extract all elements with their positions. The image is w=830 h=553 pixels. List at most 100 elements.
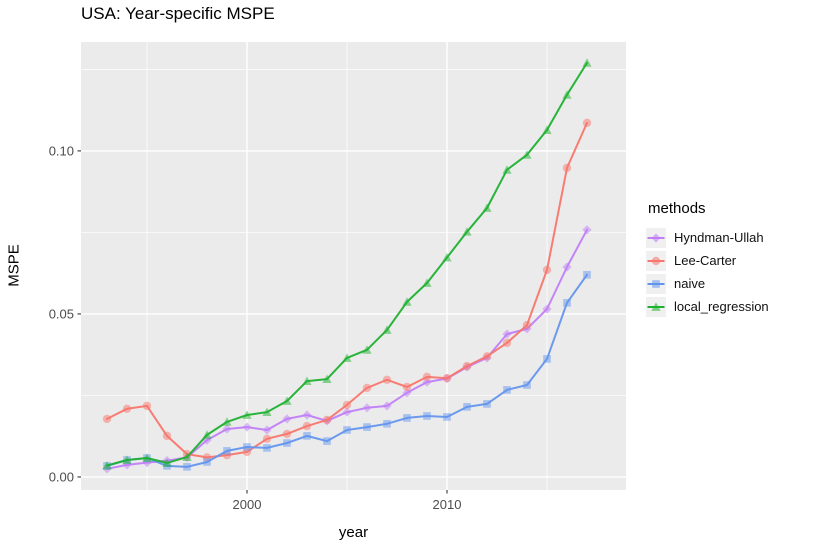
- legend-entry-local-regression: local_regression: [646, 295, 769, 318]
- series-lee-carter-marker-circle: [122, 404, 132, 414]
- series-naive-marker-square: [503, 386, 511, 394]
- series-local-regression-marker-triangle: [102, 460, 112, 470]
- x-tick-label: 2000: [233, 497, 262, 512]
- series-local-regression-marker-triangle: [302, 376, 312, 386]
- series-local-regression-marker-triangle: [502, 165, 512, 174]
- series-lee-carter-marker-circle: [302, 421, 312, 431]
- legend-key-local-regression: [646, 296, 666, 317]
- series-hyndman-ullah-marker-diamond: [582, 225, 592, 235]
- series-naive-marker-square: [443, 413, 451, 421]
- series-hyndman-ullah-marker-diamond: [242, 422, 252, 432]
- legend-title: methods: [648, 200, 706, 217]
- legend-key-marker-diamond-icon: [651, 232, 661, 243]
- series-naive-marker-square: [343, 426, 351, 434]
- series-hyndman-ullah-marker-diamond: [402, 388, 412, 398]
- series-local-regression-marker-triangle: [362, 345, 372, 354]
- series-local-regression-marker-triangle: [342, 353, 352, 362]
- series-lee-carter-marker-circle: [322, 415, 332, 425]
- legend-entry-hyndman-ullah: Hyndman-Ullah: [646, 226, 769, 249]
- series-hyndman-ullah-marker-diamond: [362, 403, 372, 413]
- series-hyndman-ullah-marker-diamond: [302, 410, 312, 420]
- series-hyndman-ullah-marker-diamond: [342, 407, 352, 417]
- series-lee-carter-marker-circle: [162, 431, 172, 441]
- series-lee-carter-marker-circle: [382, 375, 392, 384]
- series-lee-carter-marker-circle: [402, 382, 412, 392]
- series-local-regression-marker-triangle: [542, 125, 552, 134]
- legend-entry-naive: naive: [646, 272, 769, 295]
- series-local-regression-marker-triangle: [522, 150, 532, 159]
- y-tick-label: 0.05: [49, 306, 74, 321]
- series-local-regression-marker-triangle: [202, 430, 212, 439]
- series-naive-marker-square: [203, 458, 211, 466]
- series-local-regression-marker-triangle: [222, 417, 232, 426]
- series-local-regression-marker-triangle: [242, 410, 252, 419]
- series-naive-marker-square: [283, 439, 291, 447]
- series-local-regression-marker-triangle: [282, 396, 292, 405]
- series-local-regression-marker-triangle: [322, 374, 332, 384]
- legend-label-hyndman-ullah: Hyndman-Ullah: [674, 230, 764, 245]
- series-naive-marker-square: [563, 299, 571, 307]
- series-lee-carter-marker-circle: [262, 434, 272, 444]
- series-lee-carter-marker-circle: [462, 361, 472, 371]
- series-naive-marker-square: [303, 432, 311, 440]
- series-local-regression-marker-triangle: [582, 58, 592, 67]
- legend-key-naive: [646, 273, 666, 294]
- legend-key-lee-carter: [646, 250, 666, 271]
- series-hyndman-ullah-marker-diamond: [262, 425, 272, 435]
- series-naive-marker-square: [403, 414, 411, 422]
- series-hyndman-ullah-marker-diamond: [542, 304, 552, 314]
- series-naive-marker-square: [583, 271, 591, 279]
- series-local-regression-marker-triangle: [142, 453, 152, 462]
- legend-entry-lee-carter: Lee-Carter: [646, 249, 769, 272]
- series-naive-marker-square: [543, 355, 551, 363]
- chart-title: USA: Year-specific MSPE: [81, 4, 275, 23]
- series-lee-carter-marker-circle: [422, 372, 432, 382]
- legend-key-marker-circle-icon: [651, 256, 661, 265]
- series-local-regression-marker-triangle: [422, 278, 432, 287]
- series-naive-marker-square: [243, 443, 251, 451]
- series-lee-carter-marker-circle: [502, 338, 512, 348]
- series-lee-carter-marker-circle: [522, 320, 532, 330]
- y-tick-label: 0.10: [49, 143, 74, 158]
- series-local-regression-marker-triangle: [442, 252, 452, 262]
- series-lee-carter-marker-circle: [102, 414, 112, 424]
- series-local-regression-marker-triangle: [122, 455, 132, 464]
- series-naive-marker-square: [463, 403, 471, 411]
- x-axis-title: year: [338, 524, 369, 541]
- series-local-regression-marker-triangle: [182, 452, 192, 461]
- series-naive-marker-square: [483, 400, 491, 408]
- series-lee-carter-marker-circle: [582, 118, 592, 128]
- series-naive-marker-square: [323, 437, 331, 445]
- legend-label-lee-carter: Lee-Carter: [674, 253, 737, 268]
- x-tick-label: 2010: [433, 497, 462, 512]
- series-hyndman-ullah-marker-diamond: [142, 458, 152, 468]
- series-local-regression-marker-triangle: [482, 203, 492, 212]
- series-lee-carter-marker-circle: [562, 163, 572, 173]
- legend-key-hyndman-ullah: [646, 227, 666, 248]
- series-lee-carter-marker-circle: [282, 429, 292, 439]
- legend-key-marker-square-icon: [652, 279, 660, 288]
- legend-key-glyph-triangle-icon: [647, 301, 665, 311]
- legend-label-naive: naive: [674, 276, 706, 291]
- series-lee-carter-marker-circle: [362, 383, 372, 393]
- legend-key-marker-triangle-icon: [651, 301, 661, 311]
- series-lee-carter-marker-circle: [542, 265, 552, 275]
- series-naive-marker-square: [183, 463, 191, 471]
- series-local-regression-marker-triangle: [562, 90, 572, 99]
- series-lee-carter-marker-circle: [142, 401, 152, 411]
- legend: methods Hyndman-Ullah Lee-Carter naive loca…: [646, 200, 769, 318]
- series-local-regression-marker-triangle: [162, 458, 172, 467]
- series-lee-carter-marker-circle: [442, 373, 452, 383]
- legend-key-glyph-circle-icon: [647, 256, 665, 265]
- series-hyndman-ullah-marker-diamond: [382, 401, 392, 411]
- panel-background: [81, 42, 626, 490]
- series-hyndman-ullah-marker-diamond: [222, 424, 232, 434]
- series-hyndman-ullah-marker-diamond: [282, 414, 292, 424]
- series-naive-marker-square: [423, 412, 431, 420]
- series-naive-marker-square: [263, 444, 271, 452]
- legend-label-local-regression: local_regression: [674, 299, 769, 314]
- series-local-regression-marker-triangle: [382, 325, 392, 334]
- legend-entries: Hyndman-Ullah Lee-Carter naive local_regres…: [646, 226, 769, 318]
